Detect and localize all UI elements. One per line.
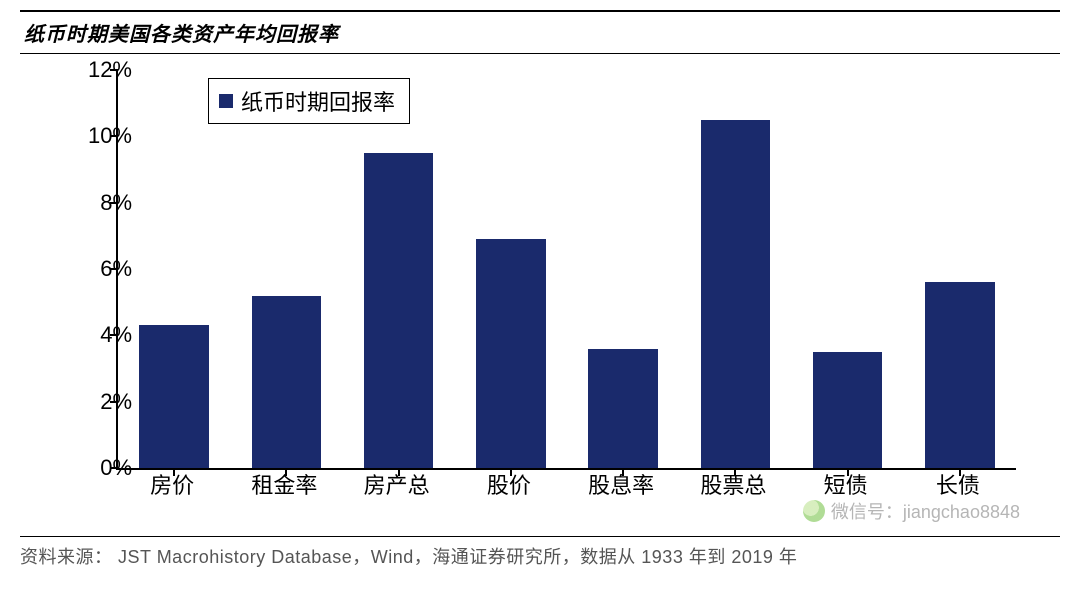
x-tick-label: 短债 <box>824 468 868 500</box>
bar <box>252 296 322 468</box>
legend-label: 纸币时期回报率 <box>241 85 395 117</box>
legend-swatch <box>219 94 233 108</box>
bar <box>476 239 546 468</box>
chart-container: 纸币时期回报率 0% 2% 4% 6% 8% 10% 12% 房价 租金率 房产总 股价 股息率 股票总… <box>36 60 1044 530</box>
bar <box>139 325 209 468</box>
source-prefix: 资料来源： <box>20 547 113 567</box>
y-tick-label: 6% <box>100 256 132 282</box>
y-tick-label: 2% <box>100 389 132 415</box>
bar <box>701 120 771 468</box>
x-tick-label: 股价 <box>487 468 531 500</box>
x-tick-label: 股息率 <box>588 468 654 500</box>
y-tick-label: 4% <box>100 322 132 348</box>
legend: 纸币时期回报率 <box>208 78 410 124</box>
bar <box>925 282 995 468</box>
bar <box>364 153 434 468</box>
chart-title: 纸币时期美国各类资产年均回报率 <box>20 10 1060 54</box>
x-tick-label: 长债 <box>936 468 980 500</box>
y-tick-label: 12% <box>88 57 132 83</box>
plot-area: 纸币时期回报率 <box>116 70 1016 470</box>
x-tick-label: 租金率 <box>251 468 317 500</box>
y-tick-label: 8% <box>100 190 132 216</box>
x-tick-label: 房产总 <box>364 468 430 500</box>
x-tick-label: 房价 <box>150 468 194 500</box>
y-tick-label: 10% <box>88 123 132 149</box>
x-tick-label: 股票总 <box>700 468 766 500</box>
y-tick-label: 0% <box>100 455 132 481</box>
source-text: JST Macrohistory Database，Wind，海通证券研究所，数… <box>118 547 797 567</box>
bar <box>813 352 883 468</box>
bar <box>588 349 658 468</box>
source-line: 资料来源： JST Macrohistory Database，Wind，海通证… <box>20 536 1060 569</box>
